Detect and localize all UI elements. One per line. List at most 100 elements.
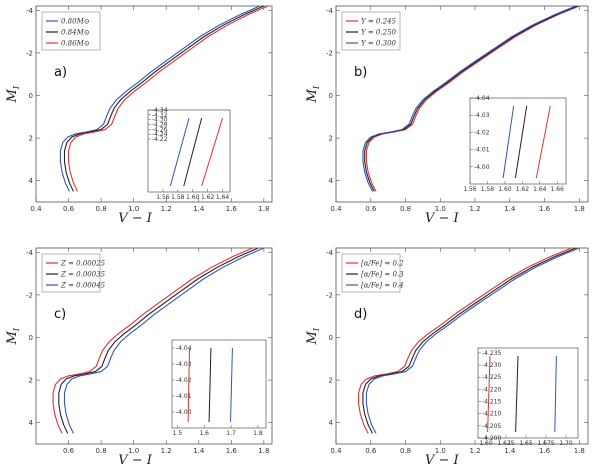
x-tick-label: 1.4 [504,205,516,213]
inset-series-line [554,355,557,433]
x-tick-label: 0.8 [400,205,411,213]
legend-box [41,253,101,293]
x-tick-label: 1.6 [226,205,238,213]
x-axis-label: V − I [425,453,460,468]
inset-series-line [515,355,519,433]
inset-x-tick-label: 1.60 [498,186,512,193]
inset: 1.5 1.6 1.7 1.8 -4.04 -4.03 -4.02 -4.01 -4.00 [171,339,267,437]
legend-box [41,11,101,51]
inset-y-tick-label: -4.01 [474,147,490,154]
inset-y-tick-label: -4.02 [474,129,490,136]
plot-frame [335,247,589,445]
y-tick-label: 0 [329,92,333,100]
inset-y-tick-label: -4.26 [152,126,168,133]
y-tick-label: 2 [29,135,33,143]
inset-series-line [487,355,491,433]
inset-frame [171,339,267,429]
x-tick-label: 0.6 [365,205,377,213]
legend-box [341,11,401,51]
y-tick-label: -4 [26,7,34,15]
series-line [63,5,265,192]
y-tick-label: -2 [26,49,33,57]
x-tick-label: 1.0 [128,447,139,455]
inset-series-line [201,117,224,187]
y-tick-label: 2 [29,377,33,385]
legend-entry: 0.86M⊙ [61,40,90,48]
series-line [364,5,578,192]
inset-y-tick-label: -4.24 [152,131,168,138]
x-tick-label: 1.2 [161,447,172,455]
x-tick-label: 1.2 [469,447,480,455]
panel-label: d) [354,307,367,322]
inset-series-line [208,347,212,423]
legend-entry: Y = 0.300 [361,40,397,48]
inset-x-tick-label: 1.60 [479,440,493,447]
legend-box [341,253,401,293]
x-tick-label: 0.4 [330,205,342,213]
legend-entry: Z = 0.00025 [60,260,106,268]
y-axis-label: MI [5,85,21,103]
panel-3: 0.6 0.8 1.0 1.2 1.4 1.6 1.8 -4 -2 0 2 4 V − I MI c) Z =… [5,247,273,468]
x-tick-label: 0.4 [330,447,342,455]
x-tick-label: 1.8 [574,447,585,455]
inset-y-tick-label: -4.210 [482,411,502,418]
inset-y-tick-label: -4.01 [176,393,192,400]
inset-x-tick-label: 1.64 [216,194,230,201]
legend-entry: 0.80M⊙ [61,18,90,26]
x-tick-label: 0.8 [96,205,107,213]
inset-series-line [230,347,233,423]
inset-series-line [514,105,528,179]
inset-x-tick-label: 1.66 [551,186,565,193]
series-line [365,5,580,192]
x-tick-label: 1.8 [574,205,585,213]
x-axis-label: V − I [118,211,153,226]
x-axis-label: V − I [118,453,153,468]
inset-frame [477,347,579,439]
series-line [63,247,265,434]
inset-y-tick-label: -4.02 [176,377,192,384]
x-tick-label: 1.6 [539,447,551,455]
inset-x-tick-label: 1.70 [559,440,573,447]
y-tick-label: 0 [29,334,33,342]
x-tick-label: 0.6 [63,447,75,455]
inset-y-tick-label: -4.00 [176,409,192,416]
panel-1: 0.4 0.6 0.8 1.0 1.2 1.4 1.6 1.8 -4 -2 0 2 4 V − I MI a)… [5,5,273,226]
y-tick-label: 4 [329,419,334,427]
y-tick-label: 4 [29,419,34,427]
inset-y-tick-label: -4.215 [482,399,502,406]
plot-frame [35,5,273,203]
inset-x-tick-label: 1.58 [171,194,185,201]
inset-x-tick-label: 1.58 [481,186,495,193]
x-tick-label: 0.8 [96,447,107,455]
x-tick-label: 1.8 [258,205,269,213]
inset-y-tick-label: -4.00 [474,164,490,171]
inset-y-tick-label: -4.28 [152,121,168,128]
inset-x-tick-label: 1.64 [533,186,547,193]
inset-series-line [187,347,190,423]
inset-x-tick-label: 1.7 [226,430,236,437]
inset-x-tick-label: 1.625 [497,440,514,447]
plot-frame [335,5,589,203]
legend-entry: [α/Fe] = 0.3 [361,271,404,279]
inset: 1.56 1.58 1.60 1.62 1.64 -4.34-4.32-4.30-4.28… [147,107,231,201]
x-tick-label: 1.2 [161,205,172,213]
panel-4: 0.4 0.6 0.8 1.0 1.2 1.4 1.6 1.8 -4 -2 0 2 4 V − I MI d)… [305,247,589,468]
inset-y-tick-label: -4.235 [482,350,502,357]
y-tick-label: -4 [326,7,334,15]
x-axis-label: V − I [425,211,460,226]
legend-entry: [α/Fe] = 0.2 [361,260,404,268]
y-axis-label: MI [5,327,21,345]
legend-entry: 0.84M⊙ [61,29,90,37]
series-line [362,5,577,192]
x-tick-label: 1.4 [193,447,205,455]
inset-series-line [502,105,515,179]
x-tick-label: 0.6 [365,447,377,455]
inset-y-tick-label: -4.30 [152,117,168,124]
y-axis-label: MI [305,327,321,345]
y-axis-label: MI [305,85,321,103]
x-tick-label: 1.6 [539,205,551,213]
inset-y-tick-label: -4.205 [482,423,502,430]
y-tick-label: -4 [26,249,34,257]
inset-y-tick-label: -4.32 [152,112,168,119]
